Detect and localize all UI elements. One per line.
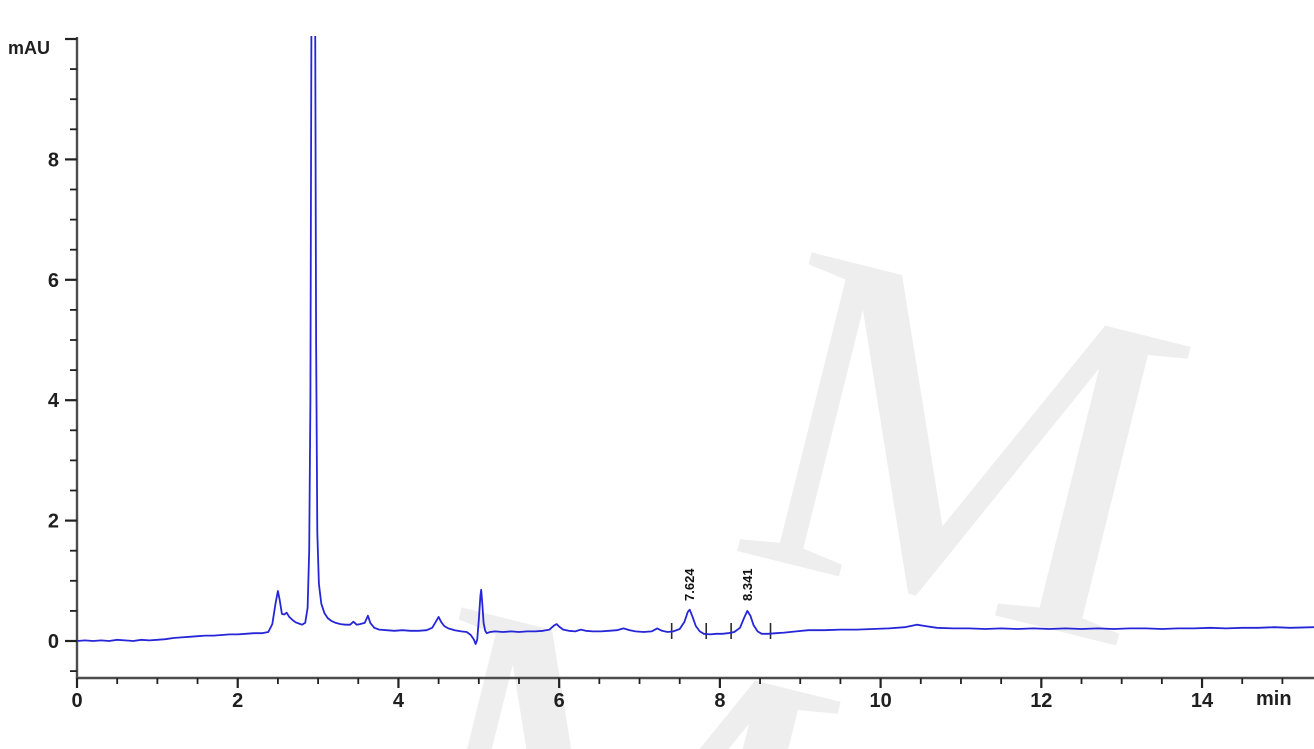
x-axis-tick-label: 8 [714,690,725,712]
x-axis-tick-label: 0 [71,690,82,712]
signal-trace [77,36,1314,645]
y-axis-tick-label: 2 [48,511,59,533]
x-axis-unit-label: min [1256,688,1292,710]
x-axis-tick-label: 10 [869,690,891,712]
x-axis-tick-label: 14 [1191,690,1214,712]
y-axis-tick-label: 0 [48,631,59,653]
y-axis-tick-label: 8 [48,149,59,171]
y-axis-tick-label: 6 [48,270,59,292]
y-axis-unit-label: mAU [8,38,51,58]
peak-retention-label: 7.624 [682,568,697,601]
x-axis-tick-label: 4 [393,690,405,712]
x-axis-tick-label: 12 [1030,690,1052,712]
peak-retention-label: 8.341 [740,568,755,601]
x-axis-tick-label: 2 [232,690,243,712]
x-axis-tick-label: 6 [554,690,565,712]
y-axis-tick-label: 4 [48,390,60,412]
